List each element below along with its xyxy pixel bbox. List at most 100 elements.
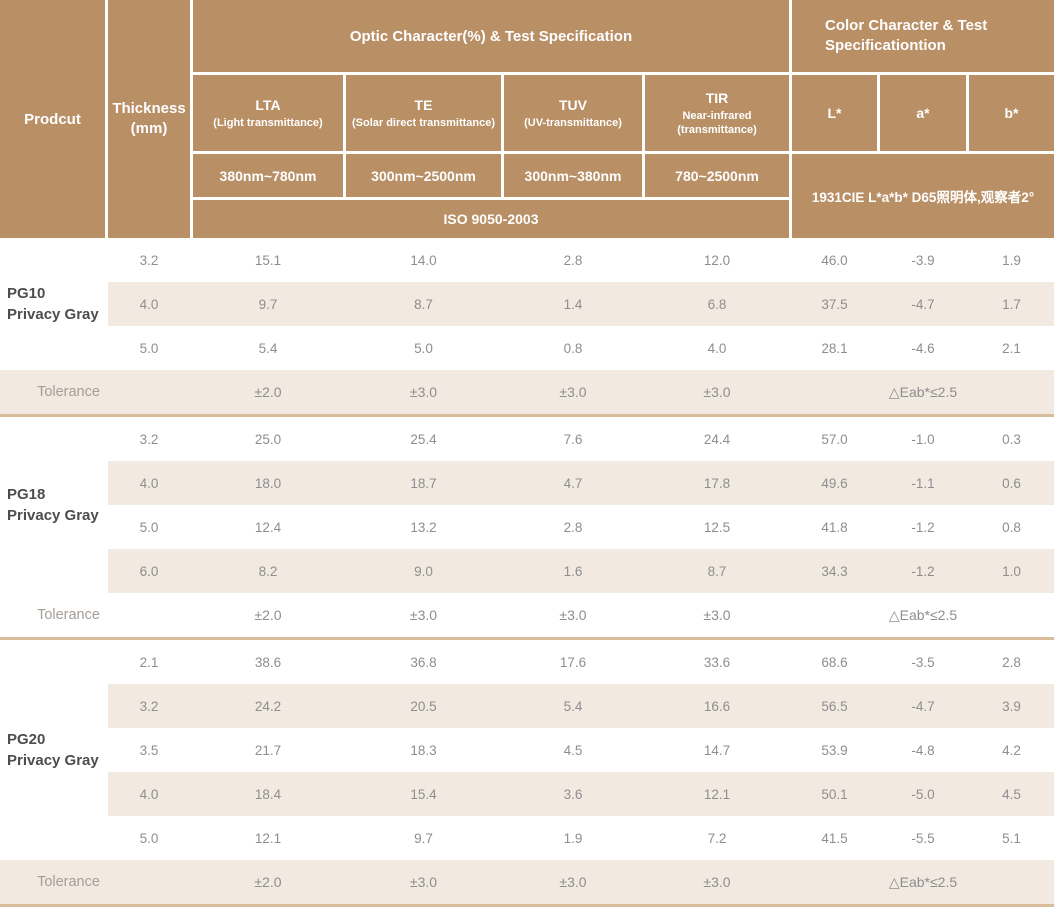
tolerance-label: Tolerance — [37, 874, 100, 890]
row-band: 5.0 5.4 5.0 0.8 4.0 28.1 -4.6 2.1 — [108, 326, 1054, 370]
tolerance-value-cell: ±3.0 — [559, 874, 587, 890]
value-cell: 46.0 — [821, 252, 848, 268]
value-cell: 5.4 — [563, 698, 583, 714]
value-cell: 24.2 — [254, 698, 282, 714]
tolerance-value-cell: ±3.0 — [559, 384, 587, 400]
value-cell: 1.4 — [563, 296, 583, 312]
table-row: 3.5 21.7 18.3 4.5 14.7 53.9 -4.8 4.2 — [0, 728, 1054, 772]
table-row: 6.0 8.2 9.0 1.6 8.7 34.3 -1.2 1.0 — [0, 549, 1054, 593]
row-band: ±2.0 ±3.0 ±3.0 ±3.0 △Eab*≤2.5 — [108, 370, 1054, 414]
product-column-spacer — [0, 238, 108, 282]
tolerance-lab-cell: △Eab*≤2.5 — [888, 383, 958, 400]
thickness-cell: 5.0 — [139, 519, 159, 535]
value-cell: 41.8 — [821, 519, 848, 535]
value-cell: 18.3 — [410, 742, 437, 758]
value-cell: 50.1 — [821, 786, 848, 802]
value-cell: 21.7 — [254, 742, 282, 758]
value-cell: 25.0 — [254, 431, 282, 447]
column-name: LTA — [255, 97, 281, 113]
value-cell: 37.5 — [821, 296, 848, 312]
row-band: 2.1 38.6 36.8 17.6 33.6 68.6 -3.5 2.8 — [108, 640, 1054, 684]
table-row: 3.2 15.1 14.0 2.8 12.0 46.0 -3.9 1.9 — [0, 238, 1054, 282]
value-cell: -1.2 — [911, 563, 935, 579]
value-cell: 28.1 — [821, 340, 848, 356]
tolerance-value-cell: ±3.0 — [559, 607, 587, 623]
value-cell: 18.7 — [410, 475, 437, 491]
value-cell: 49.6 — [821, 475, 848, 491]
table-row: 4.0 18.4 15.4 3.6 12.1 50.1 -5.0 4.5 — [0, 772, 1054, 816]
header-color-group: Color Character & Test Specificationtion — [792, 0, 1054, 72]
value-cell: 15.4 — [410, 786, 437, 802]
value-cell: 14.0 — [410, 252, 437, 268]
thickness-cell: 4.0 — [139, 296, 159, 312]
value-cell: 36.8 — [410, 654, 437, 670]
value-cell: 18.4 — [254, 786, 282, 802]
thickness-cell: 4.0 — [139, 475, 159, 491]
header-color-group-label: Color Character & Test Specificationtion — [825, 17, 988, 54]
table-row: 3.2 25.0 25.4 7.6 24.4 57.0 -1.0 0.3 — [0, 417, 1054, 461]
value-cell: 2.8 — [563, 519, 583, 535]
value-cell: 0.8 — [563, 340, 583, 356]
thickness-cell: 5.0 — [139, 830, 159, 846]
value-cell: -4.7 — [911, 296, 935, 312]
header-thickness: Thickness (mm) — [108, 0, 190, 238]
value-cell: 12.1 — [703, 786, 731, 802]
table-row: 4.0 9.7 8.7 1.4 6.8 37.5 -4.7 1.7 — [0, 282, 1054, 326]
tolerance-value-cell: ±3.0 — [409, 874, 438, 890]
value-cell: 0.3 — [1002, 431, 1021, 447]
column-subtitle: (UV-transmittance) — [524, 117, 622, 129]
thickness-cell: 2.1 — [139, 654, 159, 670]
thickness-cell: 3.5 — [139, 742, 159, 758]
tolerance-row: Tolerance ±2.0 ±3.0 ±3.0 ±3.0 △Eab*≤2.5 — [0, 593, 1054, 637]
product-column-spacer — [0, 684, 108, 728]
value-cell: -1.1 — [911, 475, 935, 491]
value-cell: 9.7 — [258, 296, 278, 312]
table-header: Prodcut Thickness (mm) Optic Character(%… — [0, 0, 1054, 238]
thickness-cell: 3.2 — [139, 698, 159, 714]
header-column-bstar: b* — [969, 75, 1054, 151]
header-iso-standard: ISO 9050-2003 — [193, 200, 789, 238]
value-cell: 12.4 — [254, 519, 282, 535]
section-separator — [0, 637, 1054, 640]
value-cell: 12.1 — [254, 830, 282, 846]
product-section: 3.2 15.1 14.0 2.8 12.0 46.0 -3.9 1.9 4.0 9.7 8.7 1.… — [0, 238, 1054, 417]
thickness-cell: 5.0 — [139, 340, 159, 356]
value-cell: 15.1 — [254, 252, 282, 268]
tolerance-row: Tolerance ±2.0 ±3.0 ±3.0 ±3.0 △Eab*≤2.5 — [0, 370, 1054, 414]
value-cell: 4.0 — [707, 340, 727, 356]
tolerance-value-cell: ±2.0 — [254, 384, 282, 400]
value-cell: -3.9 — [911, 252, 935, 268]
value-cell: 2.8 — [1002, 654, 1021, 670]
table-row: 5.0 5.4 5.0 0.8 4.0 28.1 -4.6 2.1 — [0, 326, 1054, 370]
table-row: 4.0 18.0 18.7 4.7 17.8 49.6 -1.1 0.6 — [0, 461, 1054, 505]
value-cell: 6.8 — [707, 296, 727, 312]
value-cell: 1.0 — [1002, 563, 1021, 579]
value-cell: 4.5 — [563, 742, 583, 758]
header-column-lstar: L* — [792, 75, 877, 151]
product-column-spacer — [0, 549, 108, 593]
value-cell: -5.0 — [911, 786, 935, 802]
table-row: 3.2 24.2 20.5 5.4 16.6 56.5 -4.7 3.9 — [0, 684, 1054, 728]
column-name: TE — [414, 97, 433, 113]
row-band: 6.0 8.2 9.0 1.6 8.7 34.3 -1.2 1.0 — [108, 549, 1054, 593]
row-band: 4.0 9.7 8.7 1.4 6.8 37.5 -4.7 1.7 — [108, 282, 1054, 326]
row-band: 5.0 12.4 13.2 2.8 12.5 41.8 -1.2 0.8 — [108, 505, 1054, 549]
row-band: 4.0 18.4 15.4 3.6 12.1 50.1 -5.0 4.5 — [108, 772, 1054, 816]
value-cell: -4.6 — [911, 340, 935, 356]
table-row: 5.0 12.1 9.7 1.9 7.2 41.5 -5.5 5.1 — [0, 816, 1054, 860]
tolerance-value-cell: ±3.0 — [703, 607, 731, 623]
value-cell: 34.3 — [821, 563, 848, 579]
table-body: 3.2 15.1 14.0 2.8 12.0 46.0 -3.9 1.9 4.0 9.7 8.7 1.… — [0, 238, 1054, 907]
thickness-cell: 4.0 — [139, 786, 159, 802]
product-column-spacer — [0, 816, 108, 860]
value-cell: 16.6 — [703, 698, 731, 714]
header-column-tir: TIR Near-infrared (transmittance) — [645, 75, 789, 151]
value-cell: 18.0 — [254, 475, 282, 491]
table-row: 5.0 12.4 13.2 2.8 12.5 41.8 -1.2 0.8 — [0, 505, 1054, 549]
header-column-te: TE (Solar direct transmittance) — [346, 75, 501, 151]
value-cell: 5.0 — [414, 340, 433, 356]
value-cell: -4.8 — [911, 742, 935, 758]
value-cell: 14.7 — [703, 742, 731, 758]
thickness-cell: 6.0 — [139, 563, 159, 579]
